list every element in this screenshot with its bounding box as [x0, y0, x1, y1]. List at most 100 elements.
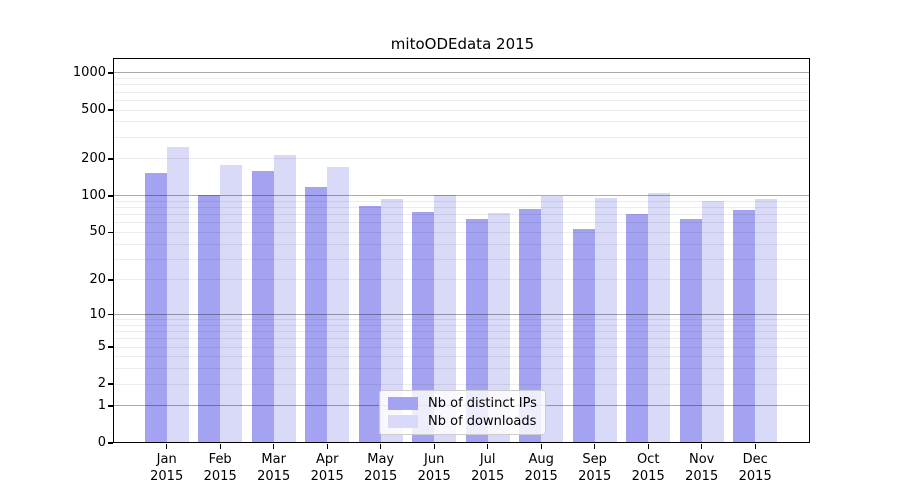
- x-tick-month: Nov: [689, 452, 715, 467]
- x-tick-month: Mar: [261, 452, 286, 467]
- y-tick-mark: [108, 442, 113, 444]
- x-tick-mark: [487, 444, 489, 449]
- y-tick-mark: [108, 109, 113, 111]
- x-tick-month: Sep: [582, 452, 607, 467]
- y-tick-label: 10: [89, 306, 106, 322]
- minor-gridline: [113, 243, 810, 245]
- bar-jul-distinct-ips: [465, 218, 488, 443]
- x-tick-year: 2015: [631, 469, 665, 484]
- x-tick-mark: [166, 444, 168, 449]
- x-tick-mark: [219, 444, 221, 449]
- x-tick-mark: [380, 444, 382, 449]
- bar-may-downloads: [380, 199, 403, 443]
- x-tick-label: May 2015: [353, 451, 409, 485]
- minor-gridline: [113, 207, 810, 209]
- minor-gridline: [113, 84, 810, 86]
- x-tick-year: 2015: [203, 469, 237, 484]
- bar-jul-downloads: [487, 213, 510, 443]
- legend: Nb of distinct IPs Nb of downloads: [379, 390, 546, 435]
- bar-mar-downloads: [273, 155, 296, 443]
- bar-dec-distinct-ips: [733, 210, 756, 443]
- bar-feb-distinct-ips: [198, 195, 221, 443]
- x-tick-mark: [326, 444, 328, 449]
- x-tick-month: Jul: [479, 452, 496, 467]
- bar-apr-downloads: [327, 167, 350, 443]
- x-tick-mark: [701, 444, 703, 449]
- x-tick-month: May: [367, 452, 395, 467]
- bar-jan-distinct-ips: [144, 172, 167, 443]
- bar-aug-downloads: [541, 195, 564, 443]
- plot-area: Nb of distinct IPs Nb of downloads: [113, 58, 810, 443]
- bar-mar-distinct-ips: [251, 170, 274, 443]
- minor-gridline: [113, 258, 810, 260]
- y-tick-label: 50: [89, 224, 106, 240]
- y-tick-mark: [108, 231, 113, 234]
- bar-nov-distinct-ips: [679, 218, 702, 443]
- legend-swatch: [388, 414, 418, 428]
- bar-oct-distinct-ips: [626, 213, 649, 443]
- minor-gridline: [113, 346, 810, 348]
- y-tick-label: 20: [89, 271, 106, 287]
- minor-gridline: [113, 99, 810, 101]
- minor-gridline: [113, 200, 810, 202]
- y-tick-mark: [108, 313, 113, 316]
- y-tick-mark: [108, 158, 113, 160]
- x-tick-label: Jul 2015: [460, 451, 516, 485]
- y-tick-mark: [108, 72, 113, 74]
- x-tick-label: Oct 2015: [620, 451, 676, 485]
- x-tick-month: Feb: [208, 452, 232, 467]
- y-tick-label: 0: [97, 435, 106, 450]
- minor-gridline: [113, 91, 810, 93]
- x-tick-year: 2015: [685, 469, 719, 484]
- x-tick-label: Feb 2015: [192, 451, 248, 485]
- bar-may-distinct-ips: [358, 205, 381, 443]
- y-tick-mark: [108, 279, 113, 281]
- x-tick-year: 2015: [738, 469, 772, 484]
- y-tick-label: 500: [81, 102, 106, 118]
- minor-gridline: [113, 368, 810, 370]
- x-tick-mark: [594, 444, 596, 449]
- bar-jun-downloads: [434, 195, 457, 443]
- bar-apr-distinct-ips: [305, 186, 328, 443]
- x-tick-label: Jan 2015: [139, 451, 195, 485]
- major-gridline: [113, 72, 810, 74]
- x-tick-year: 2015: [364, 469, 398, 484]
- x-tick-year: 2015: [417, 469, 451, 484]
- minor-gridline: [113, 158, 810, 160]
- x-tick-mark: [754, 444, 756, 449]
- legend-label: Nb of distinct IPs: [428, 396, 537, 412]
- bar-dec-downloads: [755, 198, 778, 443]
- major-gridline: [113, 195, 810, 197]
- y-tick-label: 2: [97, 376, 106, 392]
- x-tick-label: Dec 2015: [727, 451, 783, 485]
- y-tick-mark: [108, 383, 113, 385]
- y-tick-label: 100: [81, 187, 106, 203]
- bar-nov-downloads: [701, 200, 724, 443]
- x-tick-year: 2015: [524, 469, 558, 484]
- x-tick-year: 2015: [150, 469, 184, 484]
- bar-feb-downloads: [220, 164, 243, 443]
- bar-sep-downloads: [594, 197, 617, 443]
- minor-gridline: [113, 231, 810, 233]
- y-tick-label: 5: [97, 339, 106, 355]
- bar-sep-distinct-ips: [572, 229, 595, 443]
- minor-gridline: [113, 136, 810, 138]
- x-tick-month: Oct: [636, 452, 660, 467]
- chart-title: mitoODEdata 2015: [390, 35, 535, 53]
- minor-gridline: [113, 78, 810, 80]
- minor-gridline: [113, 324, 810, 326]
- minor-gridline: [113, 356, 810, 358]
- x-tick-year: 2015: [578, 469, 612, 484]
- minor-gridline: [113, 338, 810, 340]
- minor-gridline: [113, 222, 810, 224]
- x-tick-label: Jun 2015: [406, 451, 462, 485]
- x-tick-mark: [540, 444, 542, 449]
- x-tick-label: Apr 2015: [299, 451, 355, 485]
- y-tick-mark: [108, 405, 113, 407]
- x-tick-year: 2015: [310, 469, 344, 484]
- minor-gridline: [113, 279, 810, 281]
- y-tick-label: 1: [97, 397, 106, 413]
- minor-gridline: [113, 383, 810, 385]
- x-tick-label: Sep 2015: [567, 451, 623, 485]
